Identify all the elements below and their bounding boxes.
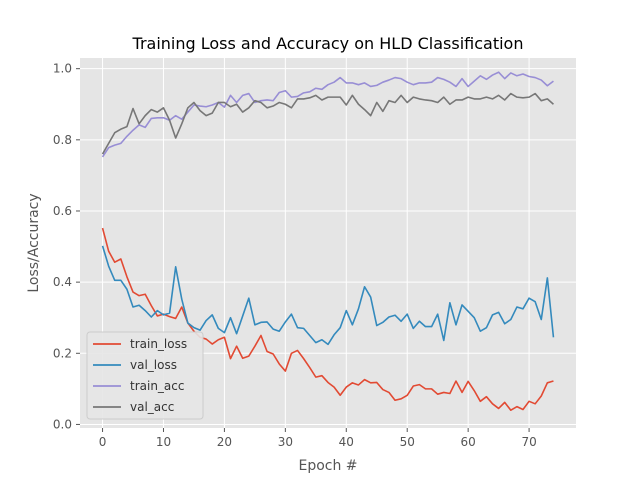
y-tick-label: 0.0 xyxy=(53,417,72,431)
y-tick-label: 1.0 xyxy=(53,62,72,76)
x-tick-label: 10 xyxy=(156,435,171,449)
x-tick-label: 30 xyxy=(278,435,293,449)
legend-label: train_loss xyxy=(130,337,187,351)
x-tick-label: 40 xyxy=(339,435,354,449)
x-axis-label: Epoch # xyxy=(298,458,357,474)
x-tick-label: 0 xyxy=(99,435,107,449)
series-line-train-acc xyxy=(101,71,554,158)
grid xyxy=(80,58,576,428)
y-tick-label: 0.2 xyxy=(53,346,72,360)
legend-label: val_acc xyxy=(130,400,174,414)
chart-title: Training Loss and Accuracy on HLD Classi… xyxy=(132,34,524,53)
series-lines xyxy=(101,71,555,412)
series-line-train-loss xyxy=(101,227,554,412)
y-axis-label: Loss/Accuracy xyxy=(26,193,42,292)
x-tick-label: 50 xyxy=(400,435,415,449)
y-tick-label: 0.4 xyxy=(53,275,72,289)
x-tick-label: 20 xyxy=(217,435,232,449)
series-line-val-acc xyxy=(101,92,554,155)
axis-ticks: 0 10 20 30 40 50 60 70 0.0 0.2 0.4 0.6 0.8 1.0 xyxy=(53,62,537,449)
legend-box xyxy=(86,331,204,420)
series-line-val-loss xyxy=(101,245,555,346)
legend: train_loss val_loss train_acc val_acc xyxy=(86,331,204,420)
x-tick-label: 70 xyxy=(521,435,536,449)
y-tick-label: 0.8 xyxy=(53,133,72,147)
y-tick-label: 0.6 xyxy=(53,204,72,218)
x-tick-label: 60 xyxy=(461,435,476,449)
legend-label: val_loss xyxy=(130,358,177,372)
legend-label: train_acc xyxy=(130,379,184,393)
